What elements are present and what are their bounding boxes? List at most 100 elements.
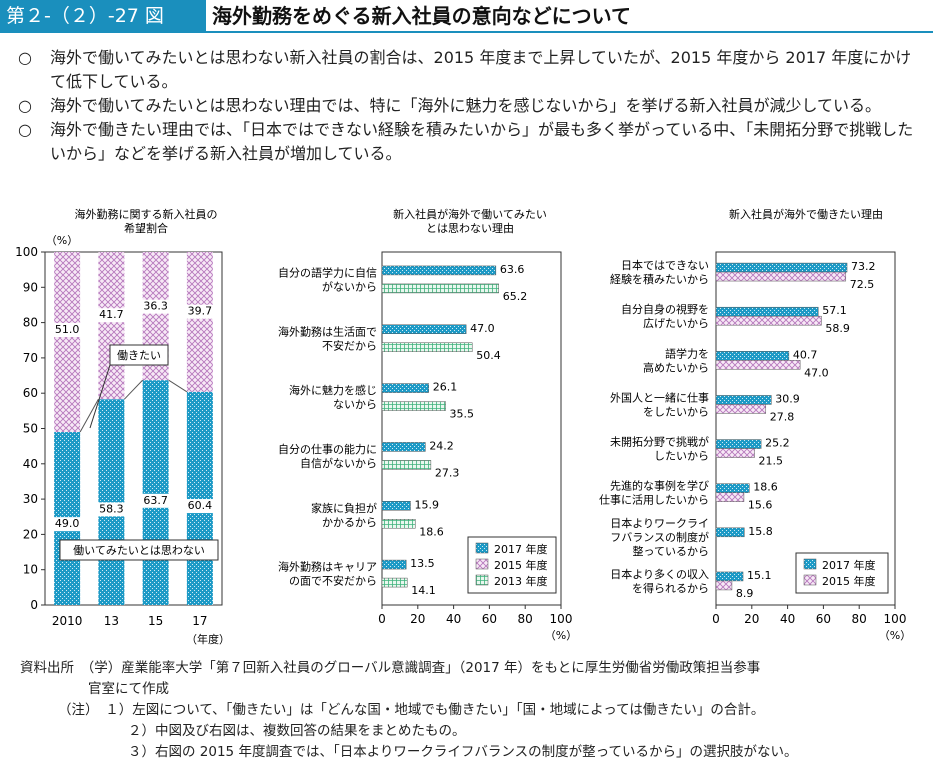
category-label: 未開拓分野で挑戦が xyxy=(610,435,709,449)
x-axis-unit: （年度） xyxy=(186,632,230,646)
category-label: 海外勤務は生活面で xyxy=(278,324,377,338)
y-tick-label: 0 xyxy=(30,598,38,612)
category-label: 高めたいから xyxy=(643,360,709,374)
note-line: （注） １）左図について、「働きたい」は「どんな国・地域でも働きたい」「国・地域… xyxy=(20,700,920,721)
y-tick-label: 30 xyxy=(23,492,38,506)
category-label: フバランスの制度が xyxy=(610,530,709,544)
bar xyxy=(381,401,446,411)
data-label: 13.5 xyxy=(410,557,435,570)
legend-swatch xyxy=(803,574,817,586)
category-label: 先進的な事例を学び xyxy=(610,479,709,493)
x-axis-unit: （%） xyxy=(545,629,577,642)
x-tick-label: 80 xyxy=(852,612,867,626)
summary-text: 海外で働いてみたいとは思わない理由では、特に「海外に魅力を感じないから」を挙げる… xyxy=(50,96,882,115)
note-item: ２）中図及び右図は、複数回答の結果をまとめたもの。 xyxy=(128,723,466,739)
figure-title: 海外勤務をめぐる新入社員の意向などについて xyxy=(212,4,631,28)
legend-label: 2015 年度 xyxy=(822,574,876,588)
bar xyxy=(715,580,733,591)
bar xyxy=(715,404,767,414)
data-label: 50.4 xyxy=(476,349,501,362)
y-tick-label: 60 xyxy=(23,386,38,400)
data-label: 15.8 xyxy=(748,525,773,538)
data-label: 63.6 xyxy=(500,263,525,276)
legend-label: 2015 年度 xyxy=(494,558,548,572)
callout-box xyxy=(109,344,169,366)
callout-leader xyxy=(89,364,111,429)
source-text: （学）産業能率大学「第７回新入社員のグローバル意識調査」（2017 年）をもとに… xyxy=(87,660,761,676)
x-tick-label: 60 xyxy=(482,612,497,626)
bar xyxy=(715,262,848,273)
plot-frame xyxy=(715,251,896,606)
legend-label: 2017 年度 xyxy=(822,558,876,572)
data-label-bg xyxy=(97,308,126,323)
data-label: 58.9 xyxy=(825,322,850,335)
data-label: 15.1 xyxy=(747,569,772,582)
source-text-2: 官室にて作成 xyxy=(88,681,169,697)
note-item: １）左図について、「働きたい」は「どんな国・地域でも働きたい」「国・地域によって… xyxy=(105,702,765,718)
category-label: をしたいから xyxy=(643,405,709,418)
source-label: 資料出所 xyxy=(20,660,74,676)
callout-box xyxy=(59,539,219,561)
data-label: 47.0 xyxy=(470,322,495,335)
legend-swatch xyxy=(475,574,489,586)
bar-segment xyxy=(54,252,81,433)
x-tick-label: 40 xyxy=(446,612,461,626)
bar xyxy=(715,306,819,317)
data-label: 14.1 xyxy=(411,584,436,597)
bar-segment xyxy=(142,380,169,605)
data-label: 36.3 xyxy=(143,300,168,313)
data-label: 49.0 xyxy=(55,517,80,530)
x-axis-unit: （%） xyxy=(879,629,911,642)
data-label: 15.9 xyxy=(414,498,439,511)
category-label: 整っているから xyxy=(633,544,709,558)
category-label: 日本よりワークライ xyxy=(610,516,709,530)
data-label: 41.7 xyxy=(99,308,124,321)
bar xyxy=(715,315,822,326)
category-label: 不安だから xyxy=(322,338,377,352)
figure-number: 第２-（２）-27 図 xyxy=(0,0,206,33)
category-label: 自信がないから xyxy=(300,456,377,470)
bar-segment xyxy=(98,399,125,605)
bar xyxy=(381,383,429,393)
category-label: 家族に負担が xyxy=(311,501,377,515)
callout-label: 働いてみたいとは思わない xyxy=(73,544,205,557)
data-label: 8.9 xyxy=(736,587,754,600)
bar xyxy=(381,577,408,588)
category-label: 日本ではできない xyxy=(621,258,709,272)
y-tick-label: 20 xyxy=(23,527,38,541)
chart-title: 新入社員が海外で働きたい理由 xyxy=(729,207,883,221)
chart-title: 海外勤務に関する新入社員の xyxy=(75,207,218,221)
summary-bullet: ○ 海外で働いてみたいとは思わない新入社員の割合は、2015 年度まで上昇してい… xyxy=(18,46,918,94)
category-label: 語学力を xyxy=(665,346,709,360)
note-item: ３）右図の 2015 年度調査では、「日本よりワークライフバランスの制度が整って… xyxy=(128,744,798,760)
chart-title: とは思わない理由 xyxy=(426,221,514,235)
bar xyxy=(381,460,432,470)
header-rule xyxy=(206,31,933,33)
data-label: 51.0 xyxy=(55,323,80,336)
data-label: 60.4 xyxy=(188,499,213,512)
y-tick-label: 50 xyxy=(23,422,38,436)
callout-label: 働きたい xyxy=(117,349,161,362)
source-line-2: 官室にて作成 xyxy=(20,679,920,700)
data-label: 25.2 xyxy=(765,437,790,450)
y-axis-unit: （%） xyxy=(46,234,78,247)
x-tick-label: 0 xyxy=(712,612,720,626)
category-label: 自分の語学力に自信 xyxy=(278,265,377,279)
y-tick-label: 10 xyxy=(23,563,38,577)
category-label: 広げたいから xyxy=(643,317,709,330)
x-tick-label: 80 xyxy=(518,612,533,626)
y-tick-label: 40 xyxy=(23,457,38,471)
y-tick-label: 80 xyxy=(23,316,38,330)
x-tick-label: 0 xyxy=(378,612,386,626)
bar xyxy=(715,395,772,405)
data-label: 63.7 xyxy=(143,494,168,507)
bar xyxy=(715,483,750,493)
data-label-bg xyxy=(53,517,82,532)
data-label: 27.3 xyxy=(435,466,460,479)
x-tick-label: 2010 xyxy=(52,614,83,628)
bullet-mark: ○ xyxy=(18,48,32,67)
summary-text: 海外で働きたい理由では、「日本ではできない経験を積みたいから」が最も多く挙がって… xyxy=(50,120,914,163)
summary: ○ 海外で働いてみたいとは思わない新入社員の割合は、2015 年度まで上昇してい… xyxy=(18,46,918,166)
data-label: 24.2 xyxy=(429,439,454,452)
